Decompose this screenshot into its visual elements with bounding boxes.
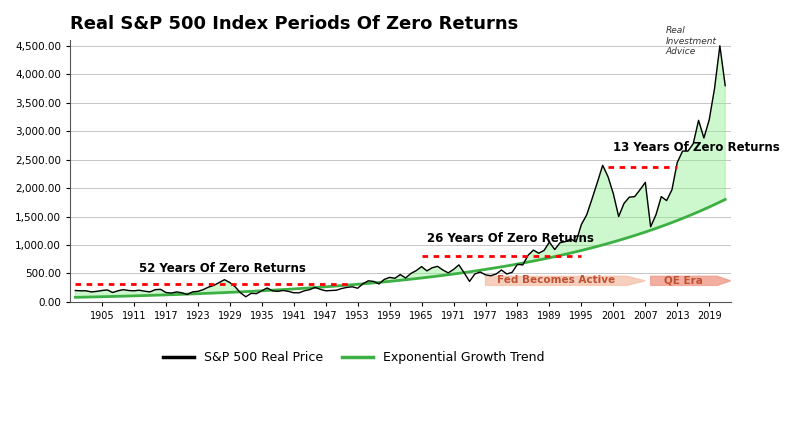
Text: Fed Becomes Active: Fed Becomes Active [497, 275, 615, 285]
Text: 26 Years Of Zero Returns: 26 Years Of Zero Returns [427, 232, 593, 245]
Text: 52 Years Of Zero Returns: 52 Years Of Zero Returns [140, 262, 306, 275]
Text: Real
Investment
Advice: Real Investment Advice [666, 26, 717, 56]
Polygon shape [650, 276, 731, 285]
Polygon shape [485, 276, 646, 285]
Text: Real S&P 500 Index Periods Of Zero Returns: Real S&P 500 Index Periods Of Zero Retur… [70, 15, 518, 33]
Text: QE Era: QE Era [665, 275, 703, 285]
Legend: S&P 500 Real Price, Exponential Growth Trend: S&P 500 Real Price, Exponential Growth T… [158, 346, 550, 369]
Text: 13 Years Of Zero Returns: 13 Years Of Zero Returns [614, 141, 780, 154]
